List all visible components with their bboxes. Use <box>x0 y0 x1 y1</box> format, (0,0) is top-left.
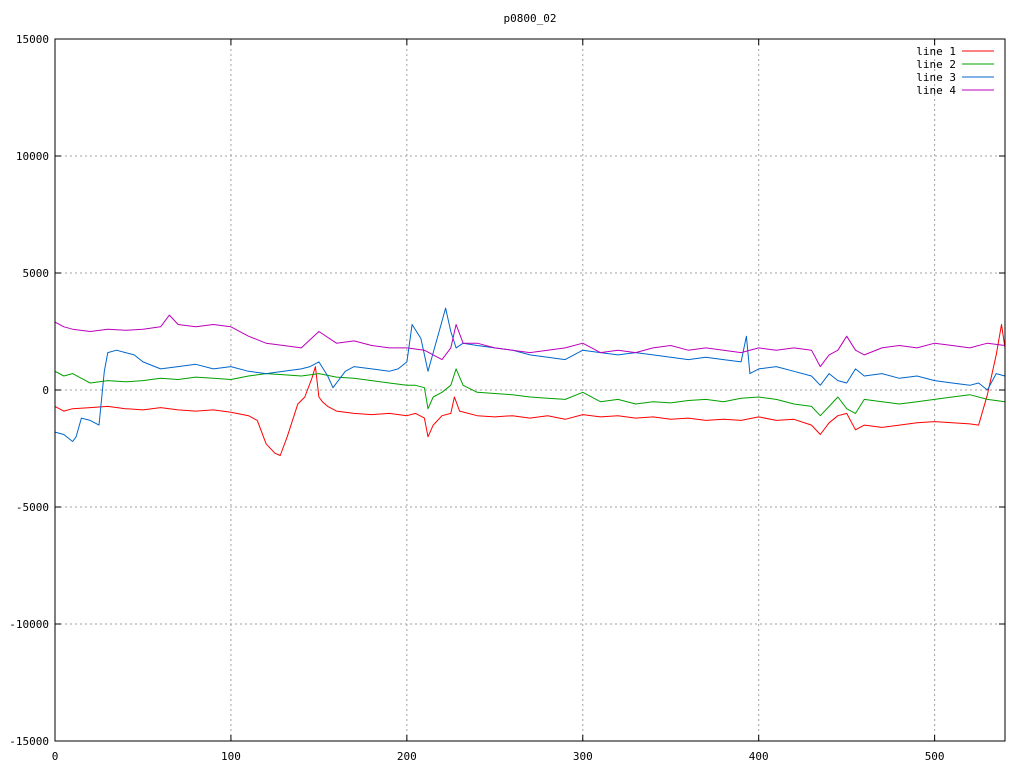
legend-label: line 4 <box>916 84 956 97</box>
x-tick-label: 200 <box>397 750 417 763</box>
series-line-2 <box>54 368 1006 417</box>
series-line-4 <box>54 314 1006 368</box>
x-tick-label: 300 <box>573 750 593 763</box>
y-tick-label: 15000 <box>16 33 49 46</box>
grid-layer <box>55 39 1005 741</box>
legend-label: line 2 <box>916 58 956 71</box>
x-tick-label: 500 <box>925 750 945 763</box>
chart-title: p0800_02 <box>504 12 557 25</box>
y-tick-label: -5000 <box>16 501 49 514</box>
y-tick-label: -10000 <box>9 618 49 631</box>
y-tick-label: 10000 <box>16 150 49 163</box>
y-tick-label: -15000 <box>9 735 49 748</box>
y-tick-label: 0 <box>42 384 49 397</box>
series-line-3 <box>54 307 1006 442</box>
x-tick-label: 0 <box>52 750 59 763</box>
series-layer <box>54 307 1006 456</box>
series-line-1 <box>54 324 1006 456</box>
axis-layer: 0 100 200 300 400 500 15000 10000 5000 0 -5000 -100… <box>9 33 1005 763</box>
legend-label: line 3 <box>916 71 956 84</box>
y-tick-label: 5000 <box>23 267 50 280</box>
x-tick-label: 100 <box>221 750 241 763</box>
x-tick-label: 400 <box>749 750 769 763</box>
legend-label: line 1 <box>916 45 956 58</box>
